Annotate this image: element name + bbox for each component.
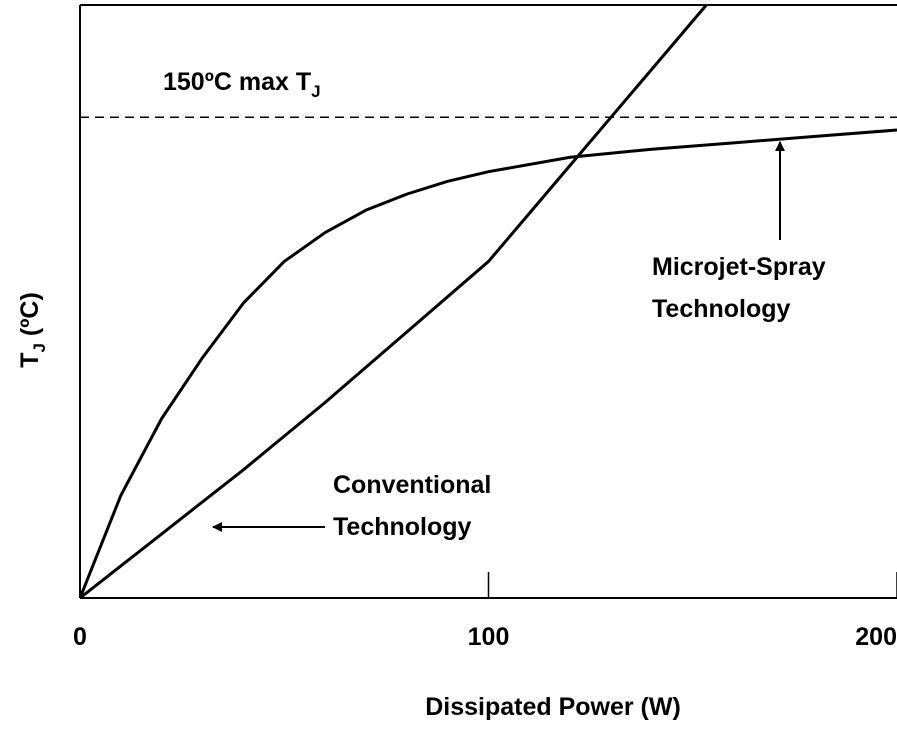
plot-area [80,5,897,598]
series-line [80,128,897,598]
y-label-main: T [16,352,44,367]
max-line-label: 150ºC max TJ [163,68,321,101]
series-line [80,5,709,598]
y-label-unit: (ºC) [16,292,44,343]
series-label: Technology [652,295,791,323]
y-label-sub: J [30,343,49,352]
y-axis-label: TJ (ºC) [16,292,49,368]
max-label-main: 150ºC max T [163,68,311,96]
max-label-sub: J [311,82,320,101]
x-tick-label: 200 [855,623,897,651]
series-label: Microjet-Spray [652,253,826,281]
x-axis-label: Dissipated Power (W) [425,693,681,721]
x-tick-label: 0 [73,623,87,651]
series-label: Conventional [333,471,491,499]
series-label: Technology [333,513,472,541]
x-tick-label: 100 [468,623,510,651]
